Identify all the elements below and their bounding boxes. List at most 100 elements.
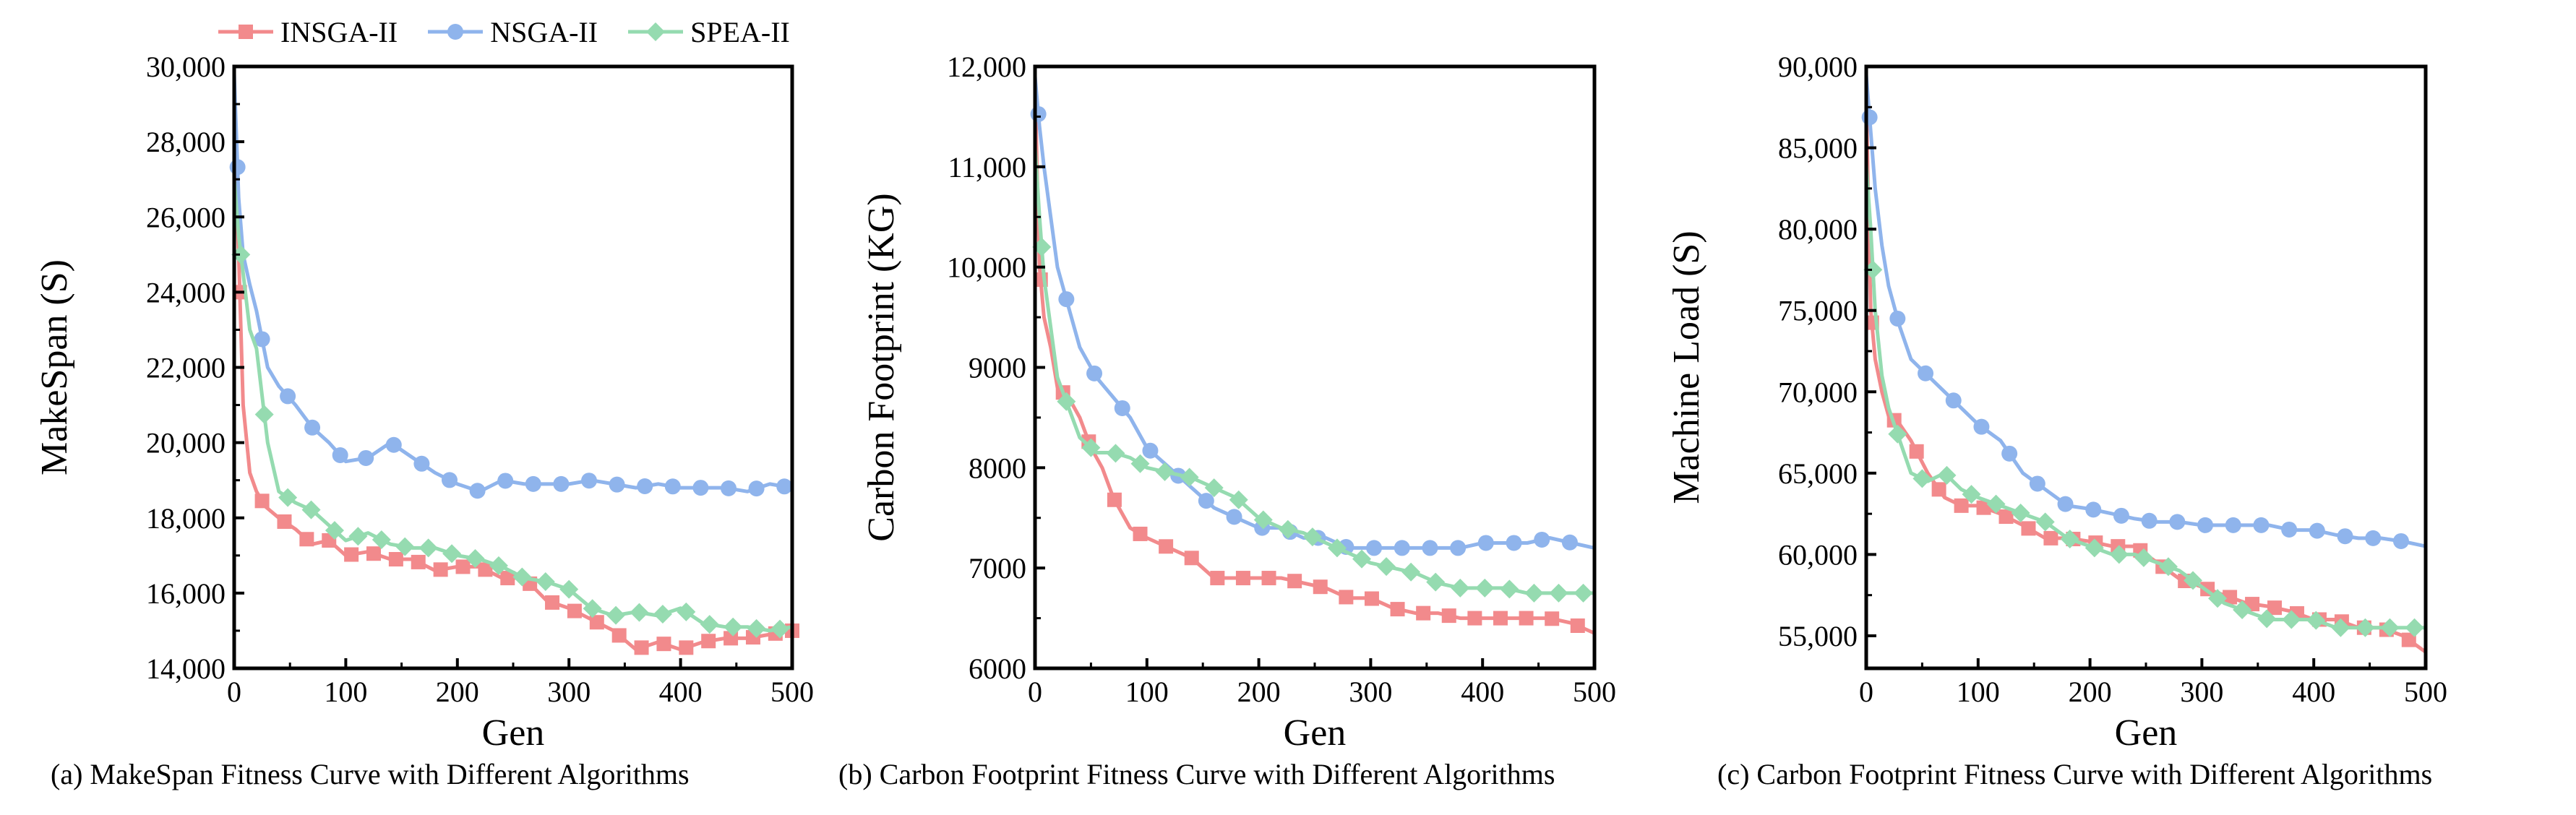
chart0-series2-point-22: [747, 618, 766, 638]
chart1-series-line-0: [1033, 86, 1596, 635]
chart1-series0-point-7: [1210, 571, 1225, 586]
chart2-y-tick-label-5: 80,000: [1778, 213, 1858, 246]
chart0-series0-point-10: [455, 559, 471, 574]
chart2-series2-point-17: [2282, 610, 2301, 629]
chart1-series0-point-16: [1441, 608, 1456, 624]
chart0-y-tick-label-6: 26,000: [146, 201, 226, 233]
chart2-series2-point-13: [2184, 571, 2203, 590]
chart0-y-axis-title: MakeSpan (S): [34, 259, 75, 475]
chart0-series1-point-19: [748, 480, 765, 497]
chart2-series1-point-8: [2085, 501, 2102, 518]
chart0-series1-point-3: [304, 419, 321, 436]
chart1-series2-point-0: [1032, 237, 1052, 256]
chart1-series2-point-5: [1155, 462, 1175, 481]
chart1-series2-point-4: [1130, 454, 1150, 473]
chart0-series1-point-5: [358, 449, 374, 466]
chart2-series0-point-16: [2223, 590, 2238, 605]
chart2-y-tick-label-6: 85,000: [1778, 132, 1858, 165]
chart1-x-tick-label-2: 200: [1237, 676, 1281, 708]
chart0-series2-point-4: [325, 521, 344, 540]
chart1-plot-frame: [1033, 64, 1597, 670]
chart0-y-tick-label-2: 18,000: [146, 502, 226, 535]
chart1-series-line-1: [1033, 76, 1595, 550]
chart1-x-tick-label-5: 500: [1573, 676, 1616, 708]
chart1-y-axis-title: Carbon Footprint (KG): [861, 193, 902, 541]
chart1-series0-point-15: [1416, 605, 1431, 621]
caption-c: (c) Carbon Footprint Fitness Curve with …: [1717, 758, 2433, 790]
chart1-series2-point-19: [1500, 579, 1519, 599]
chart0-series2-point-5: [348, 527, 368, 546]
chart2-series2-point-7: [2035, 512, 2055, 532]
chart0-series2-point-16: [606, 605, 626, 625]
chart2-series0-point-24: [2401, 632, 2416, 647]
chart1-y-tick-label-6: 12,000: [947, 51, 1026, 83]
chart1-series1-point-4: [1142, 442, 1159, 459]
chart0-series0-point-3: [299, 532, 314, 547]
chart1-x-axis-title: Gen: [1284, 712, 1347, 754]
chart0-x-axis-title: Gen: [482, 712, 545, 754]
legend-marker-nsga: [428, 24, 484, 40]
chart0-series0-point-17: [611, 628, 627, 643]
chart2-series1-point-6: [2029, 475, 2045, 492]
chart1-series1-point-19: [1561, 534, 1578, 551]
chart0-series0-point-6: [366, 546, 381, 561]
chart2-y-tick-label-1: 60,000: [1778, 538, 1858, 571]
chart1-series2-point-21: [1549, 583, 1568, 603]
chart0-y-tick-label-5: 24,000: [146, 276, 226, 309]
chart0-series2-point-9: [442, 544, 462, 564]
chart2-series1-point-10: [2141, 512, 2158, 529]
chart0-series1-point-1: [254, 331, 270, 348]
chart1-series1-point-1: [1058, 291, 1075, 308]
chart0-series1-point-10: [497, 473, 514, 489]
chart2-series1-point-11: [2169, 514, 2186, 530]
chart1-series2-point-13: [1352, 549, 1372, 569]
chart0-series1-point-18: [720, 480, 737, 496]
chart0-x-tick-label-4: 400: [659, 676, 703, 708]
chart2-series0-point-8: [2043, 530, 2058, 546]
chart1-series0-point-14: [1390, 602, 1405, 617]
chart2-series1-point-2: [1918, 365, 1934, 381]
chart2-series0-point-2: [1909, 444, 1924, 459]
chart1-y-tick-label-3: 9000: [969, 352, 1026, 384]
chart2-x-tick-label-4: 400: [2292, 676, 2335, 708]
chart0-series0-point-2: [277, 514, 292, 529]
chart0-series1-point-2: [280, 388, 296, 405]
chart2-series1-point-5: [2001, 445, 2018, 462]
chart1-series2-point-3: [1106, 444, 1125, 463]
chart0-series2-point-1: [254, 405, 274, 424]
legend-item-insga: INSGA-II: [217, 15, 398, 49]
chart0-series1-point-0: [229, 159, 246, 176]
chart1-series1-point-12: [1366, 540, 1383, 556]
chart0-x-tick-label-5: 500: [770, 676, 814, 708]
chart2-series2-point-1: [1888, 424, 1907, 444]
legend-label-nsga: NSGA-II: [490, 15, 598, 48]
chart0-series0-point-11: [478, 562, 493, 577]
chart1-series2-point-11: [1302, 527, 1322, 547]
chart2-series2-point-6: [2011, 503, 2030, 522]
chart1-series0-point-20: [1545, 611, 1560, 626]
chart2-series1-point-1: [1889, 310, 1906, 327]
chart0-series1-point-17: [692, 480, 709, 496]
chart0-series2-point-21: [724, 617, 743, 637]
chart1-x-tick-label-1: 100: [1125, 676, 1169, 708]
chart0-series1-point-13: [580, 473, 597, 489]
chart1-y-tick-label-1: 7000: [969, 552, 1026, 585]
chart1-series0-point-11: [1313, 579, 1328, 595]
chart0-series2-point-13: [536, 572, 555, 591]
chart2-series2-point-10: [2109, 545, 2129, 564]
chart2-series1-point-13: [2225, 517, 2241, 533]
chart2-series-line-0: [1864, 98, 2427, 654]
chart2-series1-point-12: [2197, 517, 2214, 533]
chart1-series2-point-20: [1524, 583, 1544, 603]
chart1-series0-point-4: [1133, 526, 1148, 541]
chart0-series2-point-14: [559, 579, 579, 599]
chart0-series2-point-12: [512, 567, 532, 587]
chart0-series2-point-17: [630, 603, 649, 622]
chart1-series1-point-14: [1422, 540, 1438, 556]
chart2-series1-point-14: [2253, 517, 2270, 533]
chart1-series2-point-8: [1229, 490, 1248, 509]
chart2-series0-point-4: [1954, 498, 1969, 513]
chart2-series1-point-15: [2281, 521, 2298, 538]
chart2-series2-point-5: [1986, 494, 2006, 514]
chart1-series1-point-13: [1394, 540, 1410, 556]
